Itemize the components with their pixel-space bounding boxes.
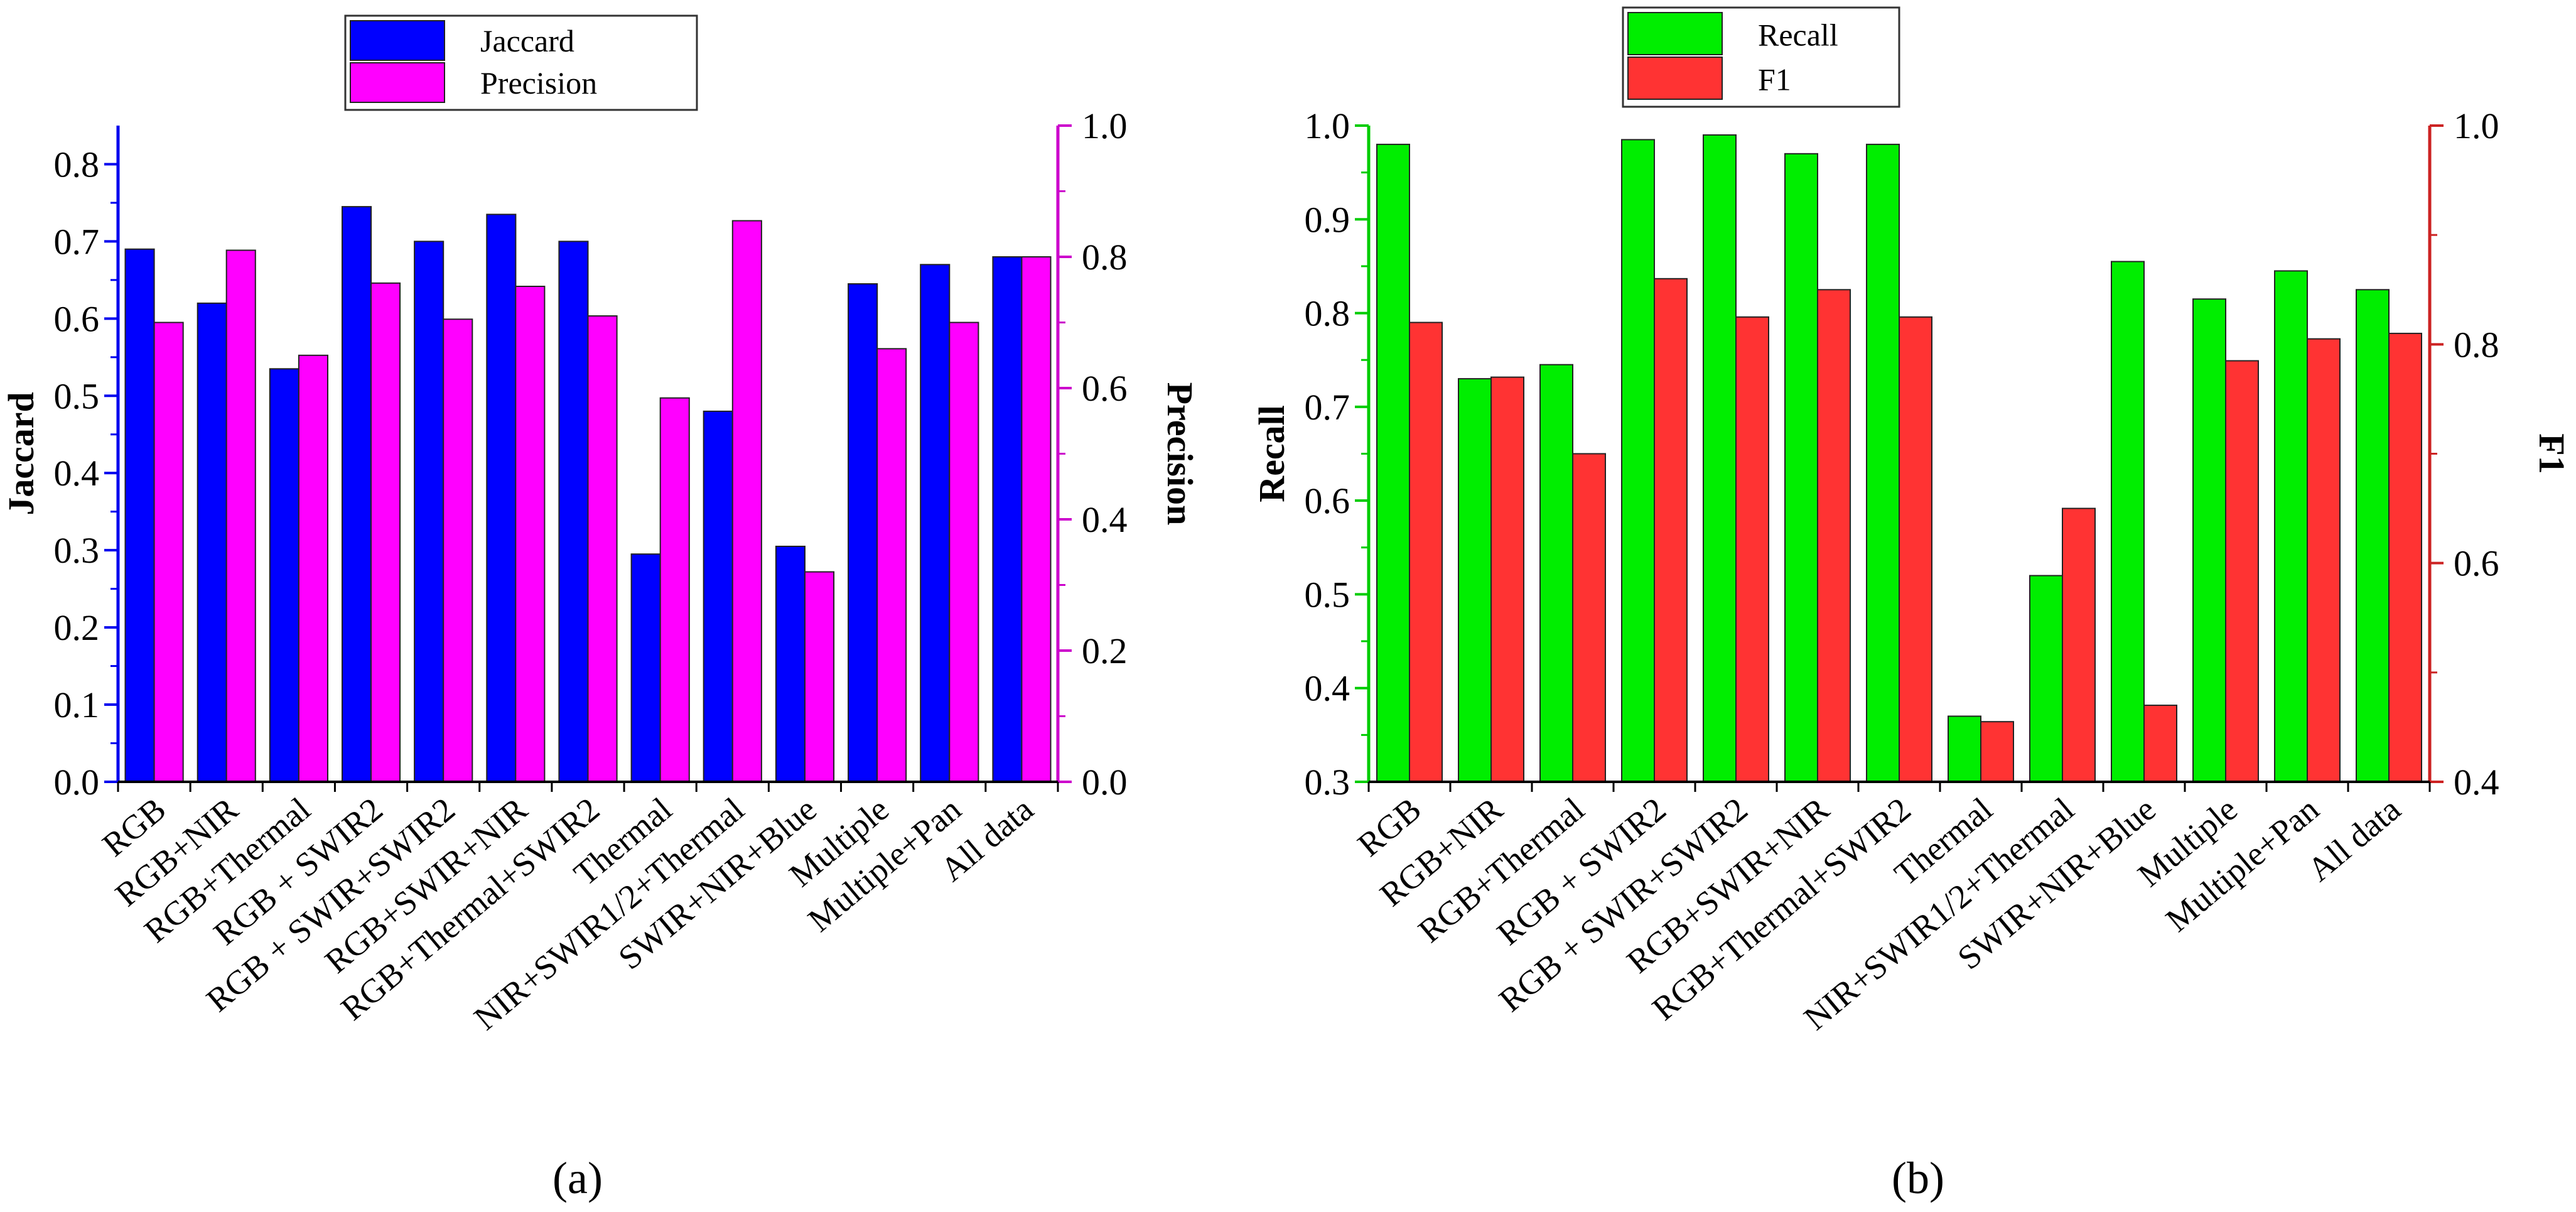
bar-recall (2029, 575, 2063, 782)
bar-precision (298, 354, 328, 783)
right-axis-title: Precision (1160, 382, 1200, 526)
x-category-label: All data (2300, 790, 2408, 889)
left-tick-label: 0.1 (54, 684, 100, 725)
left-tick-label: 0.6 (1305, 480, 1350, 521)
bar-f1 (1899, 316, 1932, 782)
bar-f1 (2143, 705, 2177, 782)
right-tick-label: 0.6 (2454, 543, 2499, 584)
left-tick-label: 0.5 (54, 376, 100, 416)
bar-precision (370, 282, 401, 782)
bar-jaccard (920, 264, 951, 782)
left-axis-title: Recall (1251, 405, 1292, 502)
right-tick-label: 0.4 (1082, 499, 1128, 540)
right-tick-label: 0.2 (1082, 630, 1128, 671)
panel-b-chart: 0.30.40.50.60.70.80.91.00.40.60.81.0RGBR… (1251, 6, 2572, 1037)
left-tick-label: 0.0 (54, 762, 100, 803)
right-tick-label: 0.0 (1082, 762, 1128, 803)
left-tick-label: 1.0 (1305, 106, 1350, 146)
left-tick-label: 0.4 (1305, 668, 1350, 709)
bar-recall (2192, 298, 2226, 782)
legend-swatch-f1 (1627, 57, 1723, 100)
legend-swatch-recall (1627, 12, 1723, 55)
bar-recall (1703, 134, 1737, 782)
bar-jaccard (342, 206, 372, 783)
legend-label-recall: Recall (1758, 17, 1838, 52)
right-tick-label: 0.8 (2454, 324, 2499, 365)
bar-f1 (1409, 322, 1443, 782)
left-tick-label: 0.9 (1305, 199, 1350, 240)
bar-f1 (1980, 721, 2014, 782)
bar-precision (949, 322, 979, 782)
bar-recall (2111, 261, 2145, 782)
bar-recall (1539, 364, 1573, 782)
right-axis-title: F1 (2531, 433, 2572, 473)
bar-jaccard (848, 283, 878, 782)
panel-a-label: (a) (552, 1153, 603, 1203)
bar-recall (1784, 153, 1818, 783)
bar-recall (2356, 289, 2390, 782)
bar-recall (1376, 143, 1410, 782)
bar-precision (153, 322, 184, 782)
bar-jaccard (414, 241, 445, 782)
left-tick-label: 0.4 (54, 453, 100, 494)
left-tick-label: 0.7 (1305, 387, 1350, 428)
bar-precision (1021, 256, 1052, 782)
bar-precision (515, 286, 546, 782)
left-axis-title: Jaccard (1, 392, 41, 516)
left-tick-label: 0.5 (1305, 574, 1350, 615)
legend-swatch-jaccard (350, 20, 445, 61)
bar-f1 (2388, 332, 2422, 782)
bar-jaccard (269, 368, 299, 782)
bar-f1 (1572, 453, 1606, 782)
bar-precision (225, 249, 256, 782)
bar-precision (876, 348, 907, 782)
bar-recall (1948, 715, 1981, 782)
legend-label-jaccard: Jaccard (480, 23, 574, 58)
bar-precision (804, 571, 835, 782)
bar-f1 (1654, 278, 1688, 782)
bar-jaccard (630, 553, 661, 782)
left-tick-label: 0.8 (1305, 293, 1350, 334)
right-tick-label: 0.6 (1082, 368, 1128, 409)
bar-precision (731, 220, 762, 782)
bar-f1 (2062, 507, 2096, 782)
left-tick-label: 0.3 (54, 530, 100, 571)
bar-jaccard (992, 256, 1023, 782)
bar-jaccard (775, 546, 806, 782)
panel-b-label: (b) (1892, 1153, 1944, 1203)
right-tick-label: 0.4 (2454, 762, 2499, 803)
bar-f1 (1817, 289, 1851, 783)
legend-swatch-precision (350, 62, 445, 103)
bar-f1 (2307, 338, 2341, 782)
left-tick-label: 0.8 (54, 144, 100, 185)
bar-f1 (1735, 316, 1769, 782)
bar-recall (1866, 143, 1900, 782)
right-tick-label: 0.8 (1082, 237, 1128, 278)
bar-precision (443, 318, 473, 782)
panel-a-chart: 0.0 0.1 0.2 0.3 0.4 0.5 0.6 0.7 0.8 0.0 0.2 0.4 0.6 0… (1, 14, 1200, 1037)
bar-jaccard (124, 248, 155, 782)
right-tick-label: 1.0 (1082, 106, 1128, 146)
left-tick-label: 0.3 (1305, 762, 1350, 803)
bar-jaccard (197, 302, 227, 782)
left-tick-label: 0.7 (54, 221, 100, 262)
right-tick-label: 1.0 (2454, 106, 2499, 146)
bar-precision (587, 315, 618, 783)
bar-precision (659, 397, 690, 782)
bar-f1 (2225, 360, 2259, 782)
bar-recall (2274, 270, 2308, 782)
bar-jaccard (486, 214, 517, 782)
bar-jaccard (703, 410, 733, 782)
left-tick-label: 0.2 (54, 607, 100, 648)
bar-recall (1458, 378, 1492, 782)
legend-label-f1: F1 (1758, 62, 1791, 97)
bar-jaccard (558, 241, 589, 782)
left-tick-label: 0.6 (54, 298, 100, 339)
legend-label-precision: Precision (480, 65, 597, 100)
bar-recall (1621, 139, 1655, 782)
bar-f1 (1490, 376, 1524, 782)
